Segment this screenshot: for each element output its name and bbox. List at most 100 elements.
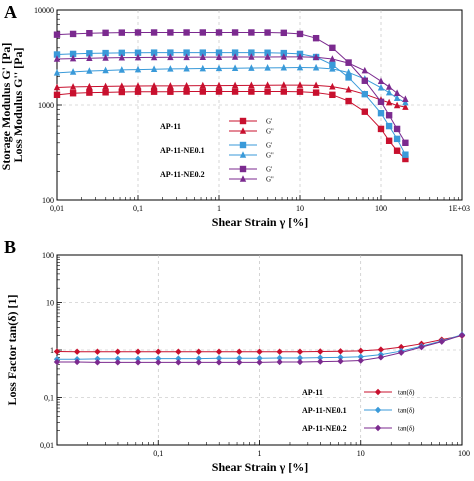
data-point [329,44,336,52]
data-point [398,343,405,351]
x-tick-label: 1 [258,449,262,458]
data-point [175,359,182,366]
data-point [276,348,283,355]
data-point [199,53,207,60]
data-point [134,355,142,363]
data-point [215,359,223,366]
legend-marker [239,151,247,158]
data-point [296,30,304,38]
data-point [377,354,385,361]
data-point [357,357,364,364]
data-point [114,355,121,363]
legend-entry-label: G' [266,142,272,150]
legend-marker [239,127,247,134]
legend-entry-label: G' [266,166,272,174]
data-point [73,348,81,355]
data-point [345,68,352,76]
data-point [231,29,239,36]
data-point [167,65,174,72]
panel-b-legend: AP-11 tan(δ) AP-11-NE0.1 tan(δ) AP-11-NE0.2 t… [302,388,415,433]
legend-marker [239,141,247,149]
y-tick-label: 1 [50,346,54,355]
x-tick-label: 0,1 [153,449,163,458]
data-point [296,63,304,71]
data-point [53,83,61,91]
panel-b-y-axis-title: Loss Factor tan(δ) [1] [5,295,19,406]
data-point [296,88,304,95]
data-point [155,348,162,355]
data-point [458,331,466,339]
legend-marker [374,406,382,414]
data-point [215,81,223,89]
legend-marker [239,175,247,182]
data-point [385,83,393,90]
data-point [296,348,304,355]
data-point [183,53,190,61]
data-point [385,112,393,119]
data-point [345,97,352,105]
data-point [199,64,207,72]
data-point [199,81,207,89]
data-point [183,49,190,56]
data-point [312,63,320,71]
data-point [175,355,182,362]
data-point [393,94,401,101]
x-tick-label: 10 [296,204,304,213]
data-point [329,55,336,62]
legend-marker [239,117,247,125]
data-point [134,53,142,61]
legend-entry-label: G'' [266,176,274,184]
data-point [134,359,142,366]
data-point [329,82,336,90]
data-point [150,88,158,95]
data-point [357,347,364,355]
data-point [312,53,320,61]
data-point [377,77,385,85]
data-point [231,64,239,71]
data-point [183,81,190,89]
data-point [337,348,344,355]
panel-a-series [53,29,409,163]
data-point [377,125,385,133]
series-ap-11-ne0-2-triangle [53,53,409,103]
data-point [183,64,190,72]
data-point [280,53,288,60]
data-point [215,88,223,95]
data-point [118,29,126,36]
data-point [402,151,409,158]
series-line [56,56,406,100]
data-point [183,29,190,36]
data-point [102,29,109,37]
data-point [345,85,352,93]
data-point [86,54,93,61]
data-point [94,348,101,355]
data-point [248,29,255,36]
data-point [69,68,77,75]
data-point [377,98,385,106]
data-point [248,81,255,89]
series-ap-11-ne0-2-diamond [53,331,466,366]
legend-entry-label: tan(δ) [398,407,415,415]
data-point [329,65,336,72]
data-point [438,338,445,345]
data-point [256,355,263,362]
panel-b-series [53,331,466,366]
legend-group-label: AP-11-NE0.2 [160,170,205,179]
data-point [94,355,101,363]
data-point [53,55,61,62]
legend-entry-label: tan(δ) [398,425,415,433]
data-point [118,88,126,96]
data-point [280,49,288,57]
data-point [402,103,409,110]
legend-entry-label: G' [266,118,272,126]
data-point [280,81,288,88]
data-point [418,343,425,351]
legend-entry-label: G'' [266,128,274,136]
data-point [195,355,202,362]
x-tick-label: 10 [357,449,365,458]
data-point [312,81,320,89]
data-point [377,83,385,91]
data-point [377,346,385,353]
legend-entry-label: G'' [266,152,274,160]
